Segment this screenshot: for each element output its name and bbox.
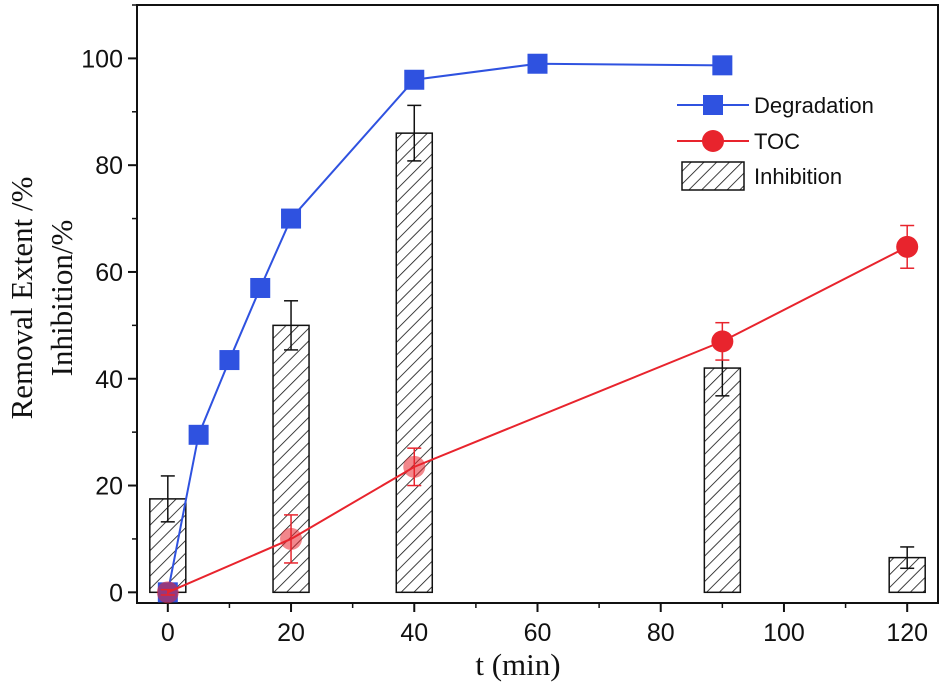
degradation-point <box>250 277 271 298</box>
x-tick-label: 40 <box>400 619 428 647</box>
inhibition-error-bar <box>900 546 915 570</box>
legend: Degradation TOC Inhibition <box>677 93 874 191</box>
y-axis-title-inhibition: Inhibition/% <box>44 220 79 377</box>
degradation-point <box>404 69 425 90</box>
legend-item-degradation: Degradation <box>677 93 874 118</box>
legend-label-inhibition: Inhibition <box>754 164 842 189</box>
x-tick-label: 80 <box>647 619 675 647</box>
legend-label-toc: TOC <box>754 129 800 154</box>
y-tick-label: 80 <box>95 152 123 180</box>
y-tick-label: 20 <box>95 473 123 501</box>
x-axis-title: t (min) <box>475 647 560 682</box>
inhibition-error-bar <box>407 104 422 162</box>
degradation-point <box>527 53 548 74</box>
degradation-point <box>188 424 209 445</box>
toc-point <box>896 235 919 258</box>
y-tick-label: 40 <box>95 366 123 394</box>
legend-circle-marker <box>702 130 724 152</box>
toc-point <box>403 455 426 478</box>
inhibition-bars <box>149 104 926 594</box>
axis-ticks: 0 20 40 60 80 100 120 0 20 40 60 80 100 <box>81 4 928 647</box>
degradation-point <box>281 208 302 229</box>
toc-point <box>280 527 303 550</box>
y-tick-label: 60 <box>95 259 123 287</box>
x-tick-label: 100 <box>763 619 805 647</box>
legend-square-marker <box>703 95 723 115</box>
y-axis-title-removal: Removal Extent /% <box>4 177 39 420</box>
x-tick-label: 20 <box>277 619 305 647</box>
x-tick-label: 120 <box>886 619 928 647</box>
legend-hatch-swatch <box>681 161 745 191</box>
degradation-line <box>166 62 723 593</box>
inhibition-error-bar <box>160 475 175 523</box>
y-tick-label: 100 <box>81 45 123 73</box>
toc-point <box>156 581 179 604</box>
inhibition-error-bar <box>284 300 299 351</box>
x-tick-label: 60 <box>524 619 552 647</box>
line-series <box>156 53 919 604</box>
inhibition-bar <box>395 132 434 594</box>
degradation-point <box>712 55 733 76</box>
y-tick-label: 0 <box>109 579 123 607</box>
inhibition-bar <box>703 367 742 594</box>
degradation-point <box>219 350 240 371</box>
legend-item-toc: TOC <box>677 129 800 154</box>
x-tick-label: 0 <box>161 619 175 647</box>
series-degradation <box>157 53 733 603</box>
toc-point <box>711 330 734 353</box>
series-toc <box>156 224 919 604</box>
legend-label-degradation: Degradation <box>754 93 874 118</box>
legend-item-inhibition: Inhibition <box>681 161 842 191</box>
